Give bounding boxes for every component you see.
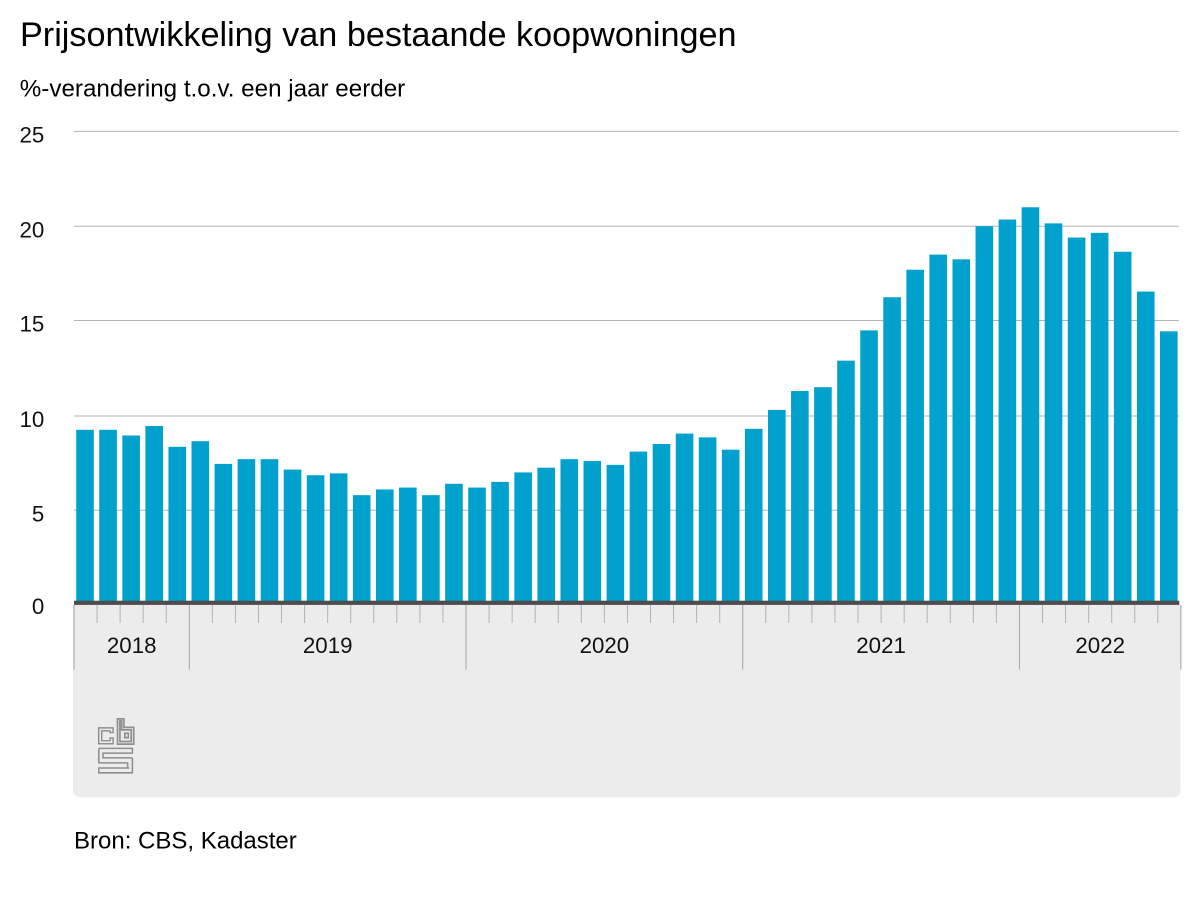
svg-text:15: 15 (19, 312, 44, 337)
svg-text:2019: 2019 (303, 633, 353, 658)
svg-text:0: 0 (32, 594, 44, 619)
svg-text:10: 10 (19, 407, 44, 432)
svg-text:5: 5 (32, 501, 44, 526)
svg-text:2021: 2021 (856, 633, 906, 658)
svg-text:25: 25 (19, 122, 44, 147)
svg-text:Bron: CBS, Kadaster: Bron: CBS, Kadaster (74, 828, 297, 855)
svg-text:Prijsontwikkeling van bestaand: Prijsontwikkeling van bestaande koopwoni… (20, 16, 737, 54)
svg-text:2020: 2020 (580, 633, 630, 658)
svg-text:2022: 2022 (1075, 633, 1125, 658)
svg-text:%-verandering t.o.v. een jaar: %-verandering t.o.v. een jaar eerder (20, 76, 405, 103)
svg-text:2018: 2018 (107, 633, 157, 658)
svg-text:20: 20 (19, 217, 44, 242)
